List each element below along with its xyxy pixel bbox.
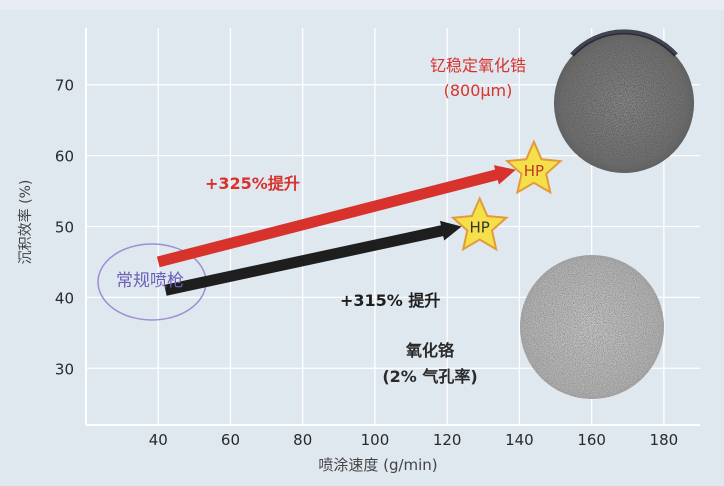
x-tick-label: 100 — [361, 431, 390, 449]
hp-point-label: HP — [470, 219, 490, 237]
chromium-oxide-label: 氧化铬 — [405, 341, 455, 360]
top-band — [0, 0, 724, 10]
red-improvement-arrow — [156, 165, 516, 268]
y-tick-label: 70 — [55, 77, 74, 95]
red-arrow-label: +325%提升 — [205, 174, 300, 193]
y-tick-label: 50 — [55, 219, 74, 237]
y-tick-label: 60 — [55, 148, 74, 166]
conventional-gun-label: 常规喷枪 — [116, 271, 184, 291]
black-arrow-label: +315% 提升 — [340, 291, 440, 310]
x-tick-label: 160 — [577, 431, 606, 449]
hp-star-point — [504, 139, 563, 195]
axes: 40 60 80 100 120 140 160 180 30 40 50 60 70 — [55, 28, 700, 449]
x-axis-label: 喷涂速度 (g/min) — [318, 456, 437, 474]
x-tick-label: 120 — [433, 431, 462, 449]
x-tick-label: 140 — [505, 431, 534, 449]
zirconia-thickness: (800μm) — [444, 81, 513, 100]
y-axis-label: 沉积效率 (%) — [17, 180, 34, 265]
x-tick-label: 60 — [221, 431, 240, 449]
data-points: HP HP — [450, 139, 563, 252]
chromium-oxide-porosity: (2% 气孔率) — [382, 367, 477, 386]
zirconia-sample-image — [554, 29, 694, 173]
black-improvement-arrow — [164, 220, 462, 296]
arrows — [156, 165, 516, 296]
y-tick-label: 30 — [55, 360, 74, 378]
zirconia-label: 钇稳定氧化锆 — [430, 56, 526, 75]
x-tick-label: 40 — [149, 431, 168, 449]
hp-point-label: HP — [524, 162, 544, 180]
y-tick-label: 40 — [55, 289, 74, 307]
hp-star-point — [450, 196, 509, 252]
x-tick-label: 80 — [293, 431, 312, 449]
x-tick-label: 180 — [650, 431, 679, 449]
chromium-oxide-sample-image — [520, 255, 664, 399]
